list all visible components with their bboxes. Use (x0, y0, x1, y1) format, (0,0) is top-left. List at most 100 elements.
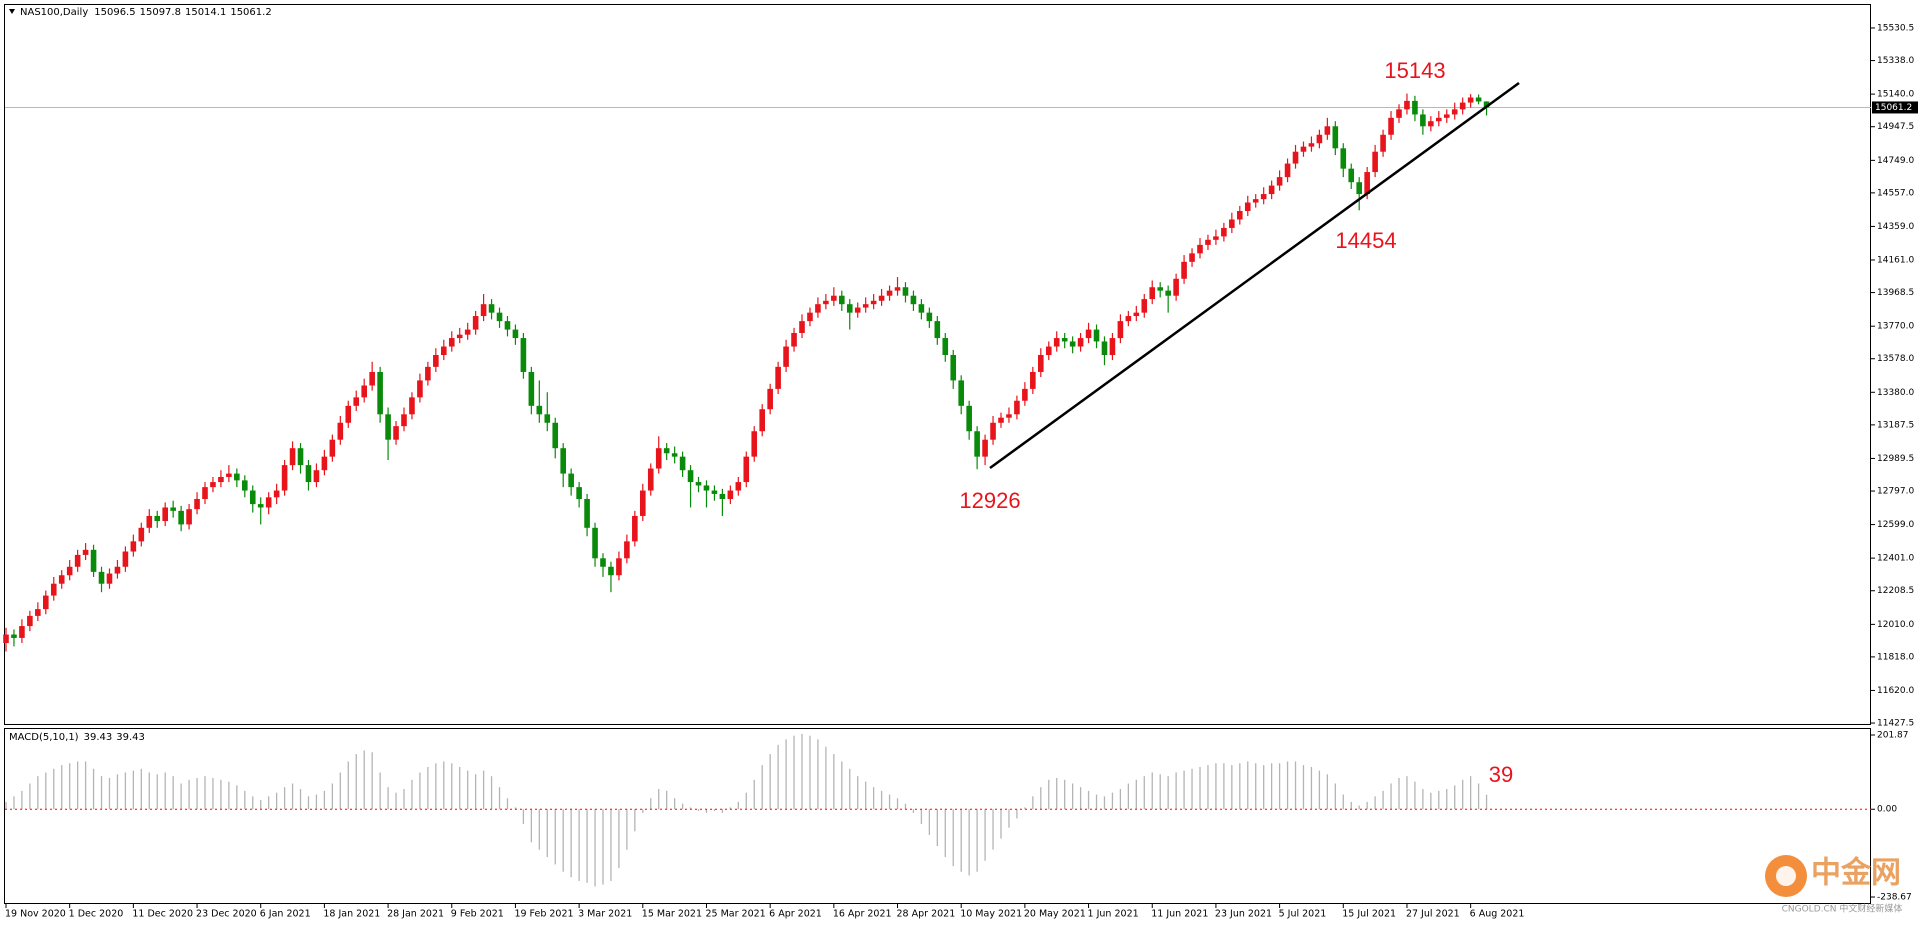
candle-body (1069, 341, 1076, 347)
candle-body (536, 405, 543, 415)
candle-body (1181, 261, 1187, 279)
candle-body (1372, 151, 1378, 173)
candle-body (488, 304, 495, 313)
candle-body (242, 480, 248, 491)
macd-pane-frame (4, 728, 1871, 904)
candle-body (671, 453, 678, 457)
signal-value: 39.43 (116, 732, 145, 743)
candle-body (19, 626, 25, 638)
candle-body (218, 476, 224, 483)
candle-body (1022, 388, 1028, 401)
candle-body (337, 422, 344, 440)
candle-body (425, 366, 431, 381)
candle-body (1252, 199, 1259, 203)
candle-body (1101, 341, 1108, 356)
candle-body (1436, 117, 1442, 122)
candle-body (305, 465, 312, 483)
candle-body (918, 304, 925, 313)
x-tick-label: 28 Apr 2021 (897, 909, 956, 920)
candle-body (926, 312, 933, 322)
candle-body (98, 571, 105, 584)
y-tick-label: 11620.0 (1877, 686, 1914, 696)
candle-body (448, 338, 455, 347)
candle-body (1093, 329, 1100, 342)
x-tick-label: 6 Aug 2021 (1470, 909, 1525, 920)
candle-body (472, 316, 479, 330)
candle-body (1229, 219, 1235, 228)
candle-body (584, 499, 590, 528)
candle-body (1443, 114, 1450, 118)
candle-body (1165, 290, 1171, 296)
candle-body (974, 431, 980, 457)
candle-body (1308, 143, 1315, 147)
candle-body (27, 615, 33, 627)
candle-body (313, 470, 320, 483)
candle-body (1332, 126, 1339, 149)
candle-body (82, 549, 89, 555)
candle-body (878, 295, 885, 301)
candle-body (385, 414, 391, 440)
x-tick-label: 11 Dec 2020 (132, 909, 193, 920)
candle-body (560, 448, 566, 474)
x-tick-label: 25 Mar 2021 (705, 909, 765, 920)
candle-body (870, 300, 877, 305)
indicator-name: MACD(5,10,1) (9, 732, 79, 743)
candle-body (703, 485, 710, 491)
candle-body (1061, 338, 1068, 342)
symbol: NAS100,Daily (20, 7, 88, 18)
candle-body (441, 346, 447, 356)
candle-body (1189, 253, 1195, 262)
annotation: 12926 (959, 488, 1020, 513)
y-tick-label: 13968.5 (1877, 288, 1914, 298)
y-tick-label: 14161.0 (1877, 255, 1914, 265)
candle-body (727, 490, 734, 500)
candle-body (1380, 134, 1386, 152)
x-tick-label: 20 May 2021 (1024, 909, 1086, 920)
candle-body (1149, 287, 1156, 300)
candle-body (66, 566, 73, 576)
candle-body (1459, 102, 1466, 110)
candle-body (695, 482, 702, 486)
x-tick-label: 9 Feb 2021 (451, 909, 504, 920)
y-tick-label: 15530.5 (1877, 23, 1914, 33)
candle-body (433, 355, 439, 367)
y-tick-label: 14749.0 (1877, 156, 1914, 166)
candle-body (791, 332, 797, 347)
candle-body (1467, 97, 1474, 103)
x-tick-label: 19 Feb 2021 (514, 909, 573, 920)
candle-body (1404, 100, 1410, 110)
candle-body (1006, 414, 1012, 418)
candle-body (1077, 338, 1084, 347)
x-tick-label: 10 May 2021 (960, 909, 1022, 920)
candle-body (823, 300, 829, 305)
candle-body (544, 414, 551, 423)
menu-arrow[interactable] (9, 9, 15, 14)
candle-body (647, 468, 654, 491)
y-tick-label: 12989.5 (1877, 454, 1914, 464)
y-tick-label: 0.00 (1877, 805, 1897, 815)
candle-body (1260, 194, 1267, 200)
x-tick-label: 1 Jun 2021 (1088, 909, 1139, 920)
candle-body (640, 490, 646, 516)
y-tick-label: 14359.0 (1877, 222, 1914, 232)
candle-body (210, 482, 216, 488)
candle-body (43, 595, 49, 610)
candle-body (990, 422, 996, 440)
candle-body (1125, 316, 1132, 322)
candle-body (417, 380, 423, 398)
candle-body (504, 321, 511, 330)
candle-body (1451, 109, 1458, 115)
candle-body (257, 504, 264, 508)
candle-body (807, 312, 813, 322)
y-tick-label: 15338.0 (1877, 56, 1914, 66)
candle-body (114, 566, 121, 574)
candle-body (138, 527, 145, 542)
candle-body (1117, 321, 1124, 339)
x-tick-label: 11 Jun 2021 (1151, 909, 1208, 920)
candle-body (1213, 236, 1219, 240)
y-tick-label: 201.87 (1877, 731, 1909, 741)
candle-body (1030, 371, 1036, 389)
x-tick-label: 27 Jul 2021 (1406, 909, 1460, 920)
candle-body (528, 371, 535, 406)
x-tick-label: 6 Jan 2021 (260, 909, 311, 920)
